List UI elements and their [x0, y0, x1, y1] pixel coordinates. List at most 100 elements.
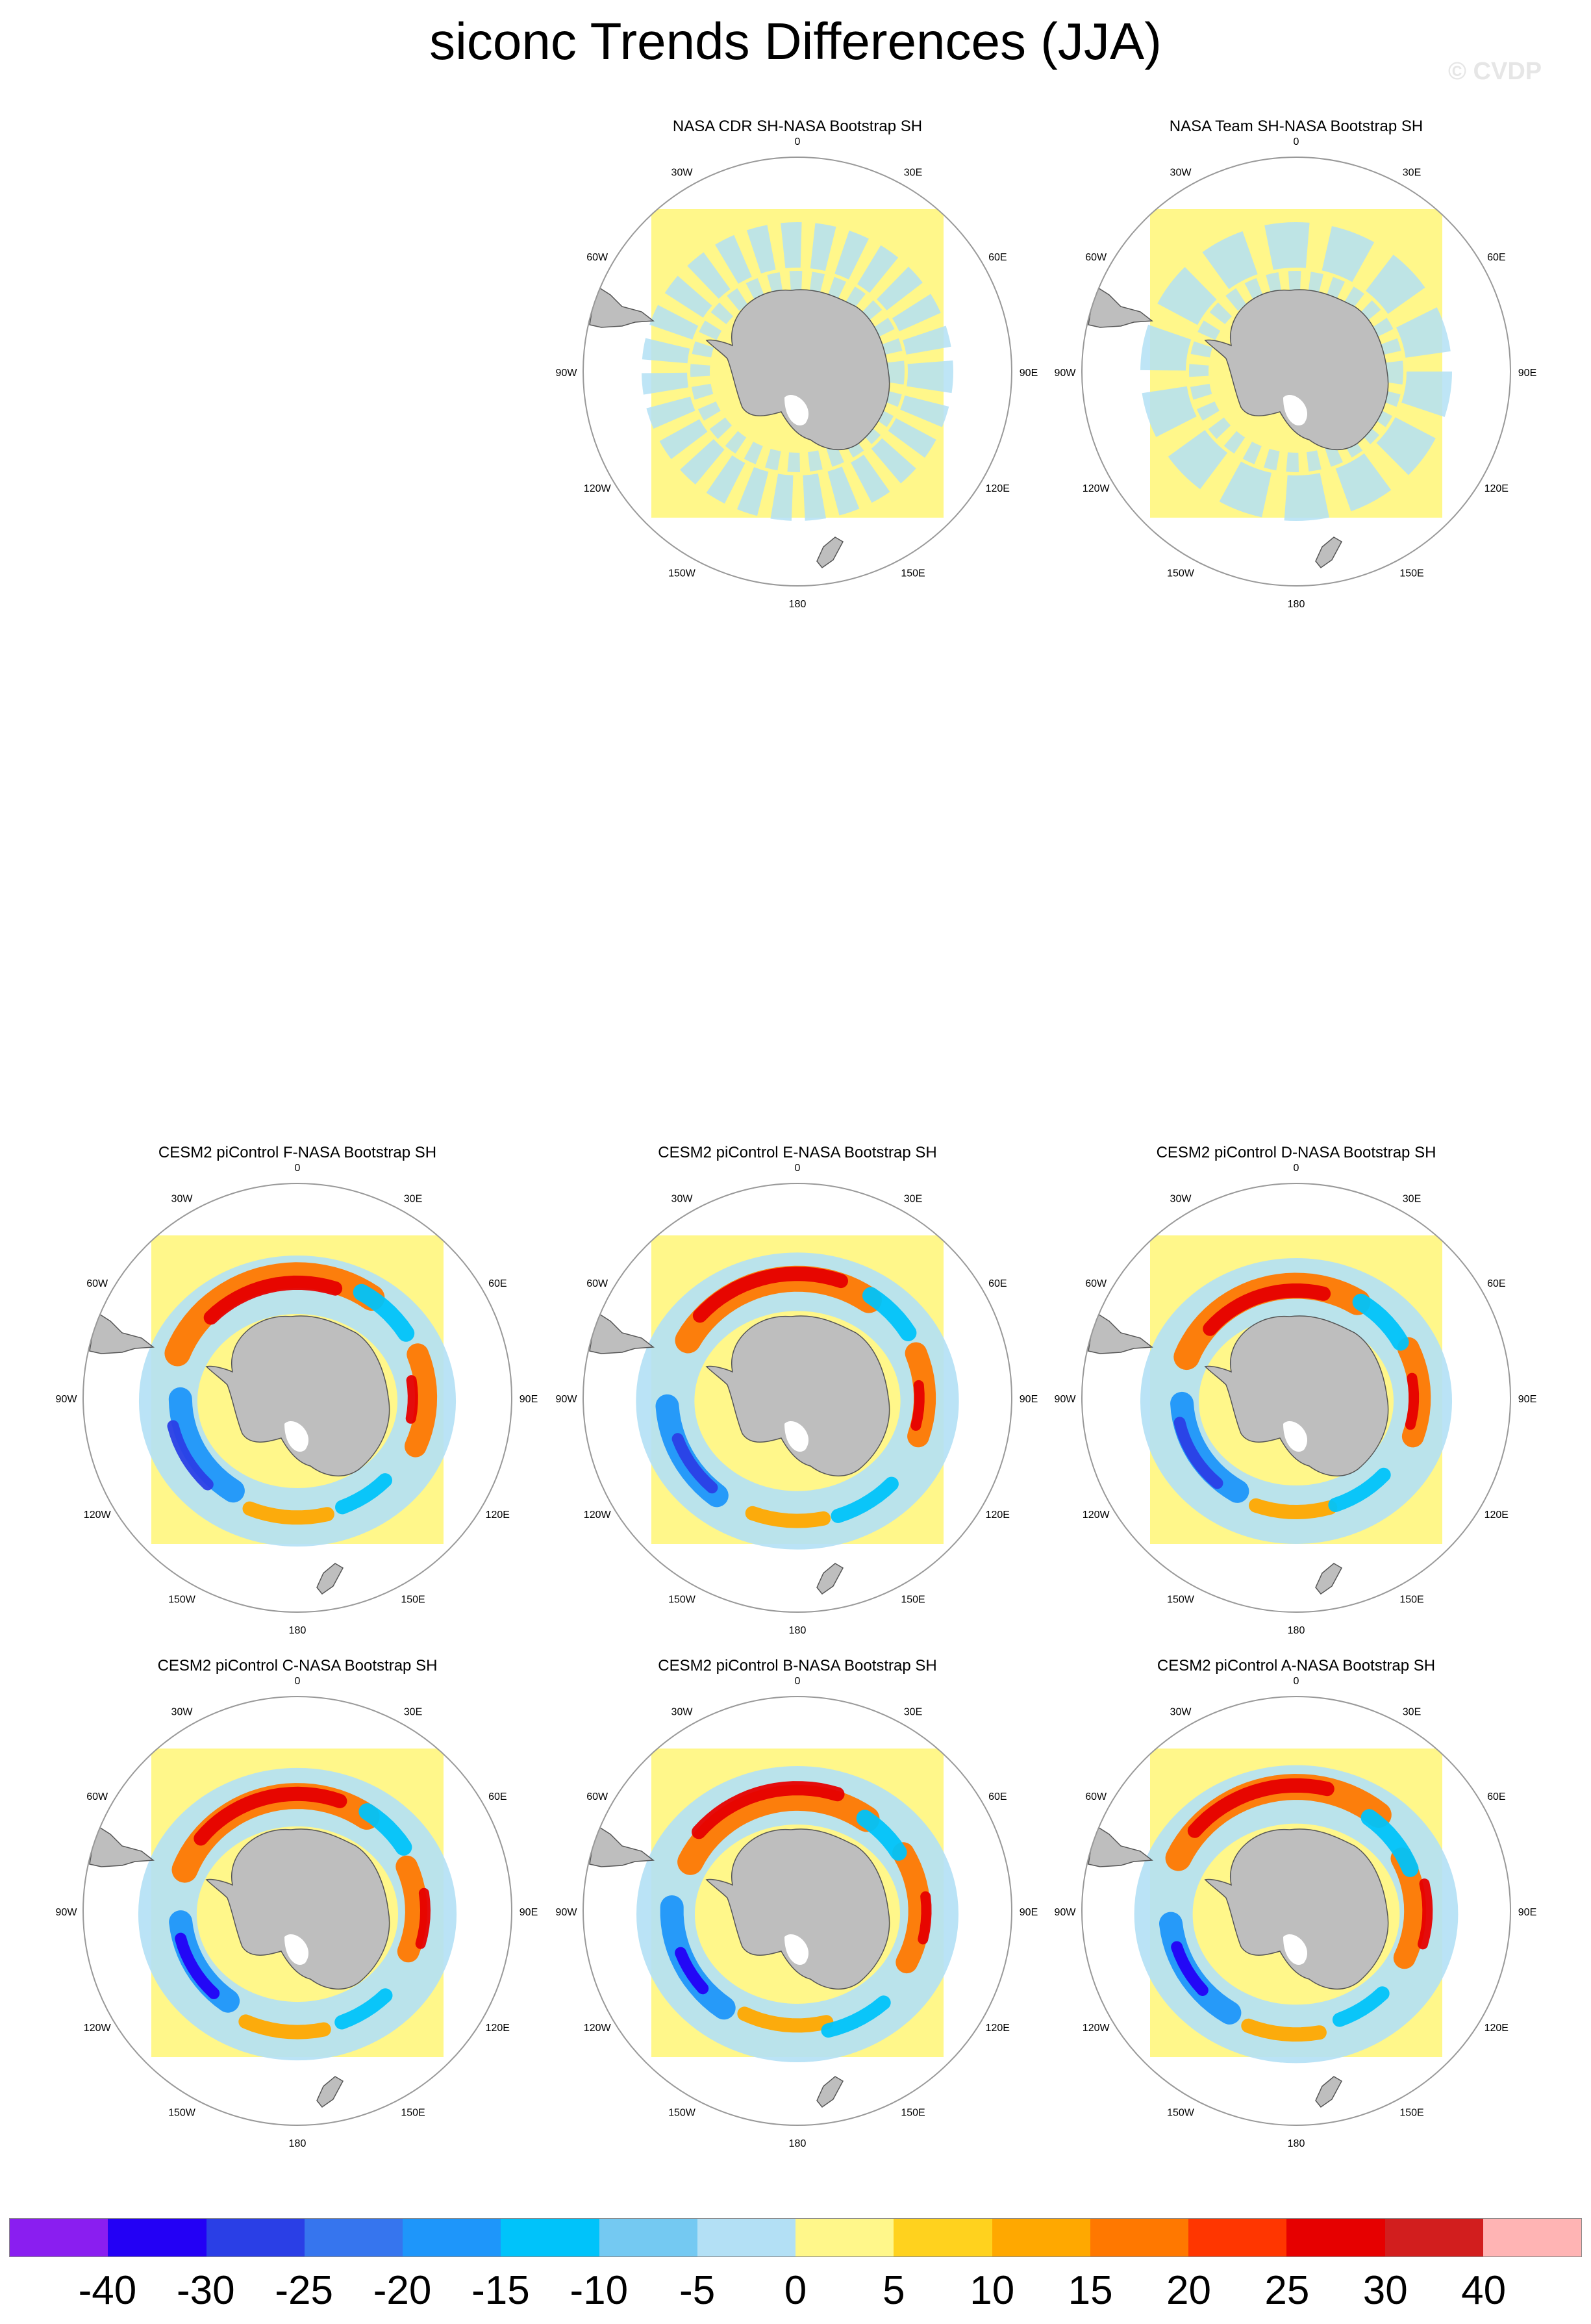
colorbar-swatch	[1188, 2219, 1287, 2256]
longitude-label: 120E	[1485, 483, 1509, 494]
longitude-label: 30W	[171, 1707, 194, 1718]
longitude-label: 90E	[1518, 1907, 1536, 1918]
map-panel-c: CESM2 piControl C-NASA Bootstrap SH 0 30E 6…	[56, 1657, 538, 2149]
longitude-label: 60E	[988, 252, 1007, 263]
longitude-label: 180	[789, 2138, 807, 2149]
longitude-label: 90E	[1518, 1394, 1536, 1405]
longitude-label: 150W	[168, 1594, 196, 1605]
longitude-label: 30E	[1403, 1707, 1421, 1718]
longitude-label: 150E	[1399, 1594, 1423, 1605]
colorbar-swatch	[501, 2219, 599, 2256]
longitude-label: 0	[1294, 1163, 1299, 1174]
map-boundary	[583, 1696, 1012, 2126]
panel-title: NASA Team SH-NASA Bootstrap SH	[1170, 118, 1423, 135]
longitude-label: 180	[1288, 599, 1305, 610]
longitude-label: 90W	[556, 1907, 578, 1918]
longitude-label: 90E	[520, 1394, 538, 1405]
longitude-label: 120W	[1083, 483, 1110, 494]
colorbar-swatch	[697, 2219, 796, 2256]
colorbar-swatch	[304, 2219, 403, 2256]
south-america-landmass	[589, 1311, 655, 1354]
antarctica-landmass	[705, 1828, 890, 1990]
longitude-label: 60W	[586, 1278, 608, 1289]
longitude-label: 150W	[1167, 1594, 1195, 1605]
longitude-label: 150W	[1167, 2107, 1195, 2118]
longitude-label: 30W	[671, 168, 694, 179]
longitude-label: 60W	[86, 1791, 108, 1802]
new-zealand-landmass	[1315, 1563, 1343, 1595]
longitude-label: 0	[795, 1163, 801, 1174]
longitude-label: 0	[1294, 1676, 1299, 1687]
longitude-label: 60E	[1487, 1278, 1505, 1289]
longitude-label: 120W	[584, 483, 612, 494]
colorbar-label: 20	[1166, 2268, 1211, 2313]
longitude-label: 0	[295, 1163, 301, 1174]
longitude-label: 60W	[586, 1791, 608, 1802]
longitude-label: 150E	[1399, 568, 1423, 579]
map-boundary	[1081, 1696, 1511, 2126]
longitude-label: 150E	[401, 1594, 425, 1605]
colorbar-swatch	[1384, 2219, 1483, 2256]
longitude-label: 90W	[56, 1394, 78, 1405]
longitude-label: 180	[789, 1625, 807, 1636]
longitude-label: 30E	[1403, 1194, 1421, 1205]
longitude-label: 90W	[1055, 1394, 1077, 1405]
colorbar	[9, 2218, 1582, 2257]
longitude-label: 150W	[668, 1594, 696, 1605]
colorbar-label: -10	[570, 2268, 629, 2313]
colorbar-label: 25	[1264, 2268, 1310, 2313]
longitude-label: 60E	[1487, 252, 1505, 263]
colorbar-label: -15	[471, 2268, 530, 2313]
longitude-label: 90E	[1020, 368, 1038, 379]
longitude-label: 90E	[1518, 368, 1536, 379]
antarctica-landmass	[705, 1315, 890, 1477]
south-america-landmass	[89, 1311, 155, 1354]
longitude-label: 120W	[84, 1509, 112, 1521]
colorbar-label: 10	[970, 2268, 1015, 2313]
map-panel-d: CESM2 piControl D-NASA Bootstrap SH 0 30E 6…	[1055, 1144, 1537, 1636]
longitude-label: 60W	[1085, 1791, 1107, 1802]
colorbar-label: -30	[176, 2268, 235, 2313]
longitude-label: 150E	[1399, 2107, 1423, 2118]
antarctica-landmass	[205, 1828, 390, 1990]
panel-title: CESM2 piControl F-NASA Bootstrap SH	[158, 1144, 436, 1161]
longitude-label: 120E	[986, 1509, 1010, 1521]
longitude-label: 150W	[168, 2107, 196, 2118]
longitude-label: 120E	[486, 2023, 510, 2034]
longitude-label: 120E	[1485, 1509, 1509, 1521]
colorbar-label: -40	[78, 2268, 137, 2313]
map-boundary	[1081, 1183, 1511, 1613]
new-zealand-landmass	[816, 537, 844, 569]
antarctica-landmass	[705, 289, 890, 451]
longitude-label: 150E	[901, 1594, 925, 1605]
map-boundary	[583, 1183, 1012, 1613]
colorbar-swatch	[1090, 2219, 1188, 2256]
longitude-label: 90W	[556, 368, 578, 379]
longitude-label: 30E	[904, 1194, 922, 1205]
colorbar-swatch	[796, 2219, 894, 2256]
longitude-label: 150E	[901, 2107, 925, 2118]
map-panel-team: NASA Team SH-NASA Bootstrap SH0 30E 60E 90E…	[1055, 118, 1537, 610]
colorbar-swatch	[10, 2219, 108, 2256]
south-america-landmass	[89, 1824, 155, 1867]
colorbar-swatch	[1286, 2219, 1385, 2256]
map-boundary	[82, 1696, 512, 2126]
longitude-label: 120E	[986, 483, 1010, 494]
longitude-label: 150W	[668, 2107, 696, 2118]
panel-title: CESM2 piControl D-NASA Bootstrap SH	[1157, 1144, 1436, 1161]
longitude-label: 30W	[1170, 1707, 1192, 1718]
longitude-label: 120W	[1083, 1509, 1110, 1521]
watermark: © CVDP	[1448, 58, 1542, 85]
longitude-label: 30E	[1403, 168, 1421, 179]
new-zealand-landmass	[816, 1563, 844, 1595]
south-america-landmass	[589, 284, 655, 328]
new-zealand-landmass	[316, 1563, 344, 1595]
longitude-label: 0	[795, 1676, 801, 1687]
colorbar-label: -20	[373, 2268, 432, 2313]
longitude-label: 120E	[986, 2023, 1010, 2034]
longitude-label: 30W	[171, 1194, 194, 1205]
longitude-label: 120W	[1083, 2023, 1110, 2034]
antarctica-landmass	[1204, 289, 1389, 451]
longitude-label: 60E	[1487, 1791, 1505, 1802]
panel-title: CESM2 piControl B-NASA Bootstrap SH	[658, 1657, 937, 1674]
